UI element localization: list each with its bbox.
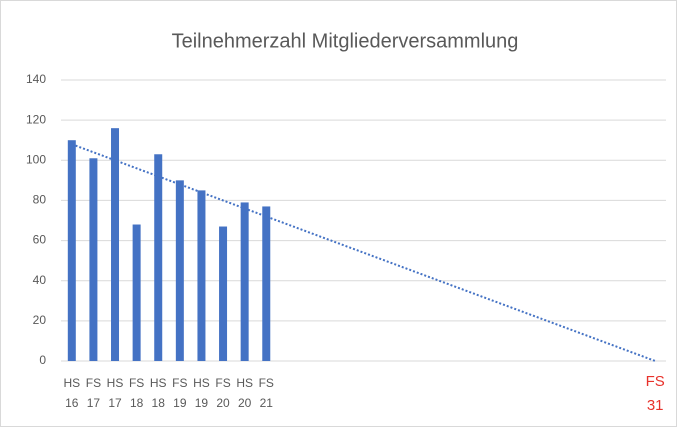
bar: [197, 190, 206, 361]
x-tick-label: FS 18: [128, 376, 145, 410]
x-tick-label: FS 20: [215, 376, 231, 410]
x-tick-label: HS 16: [63, 376, 81, 410]
y-tick-label: 0: [39, 353, 46, 367]
bar: [132, 224, 141, 361]
y-tick-label: 20: [33, 313, 47, 327]
bar: [154, 154, 163, 361]
x-tick-label: HS 17: [106, 376, 124, 410]
chart-title: Teilnehmerzahl Mitgliederversammlung: [172, 30, 519, 52]
x-tick-label: FS 31: [645, 373, 665, 414]
y-tick-label: 140: [26, 72, 46, 86]
bar: [89, 158, 98, 361]
x-tick-label: HS 20: [236, 376, 253, 410]
x-tick-label: FS 19: [172, 376, 188, 410]
x-tick-label: FS 21: [258, 376, 274, 410]
bar: [111, 128, 120, 361]
bar: [262, 206, 271, 361]
bar: [240, 202, 249, 361]
x-tick-label: HS 19: [193, 376, 210, 410]
y-tick-label: 80: [33, 193, 47, 207]
bar: [175, 180, 184, 361]
bar: [219, 226, 228, 361]
y-tick-label: 120: [26, 112, 46, 126]
x-tick-label: HS 18: [149, 376, 167, 410]
y-tick-label: 40: [33, 273, 47, 287]
y-tick-label: 60: [33, 233, 47, 247]
bar: [67, 140, 76, 361]
x-tick-label: FS 17: [85, 376, 102, 410]
y-tick-label: 100: [26, 152, 46, 166]
